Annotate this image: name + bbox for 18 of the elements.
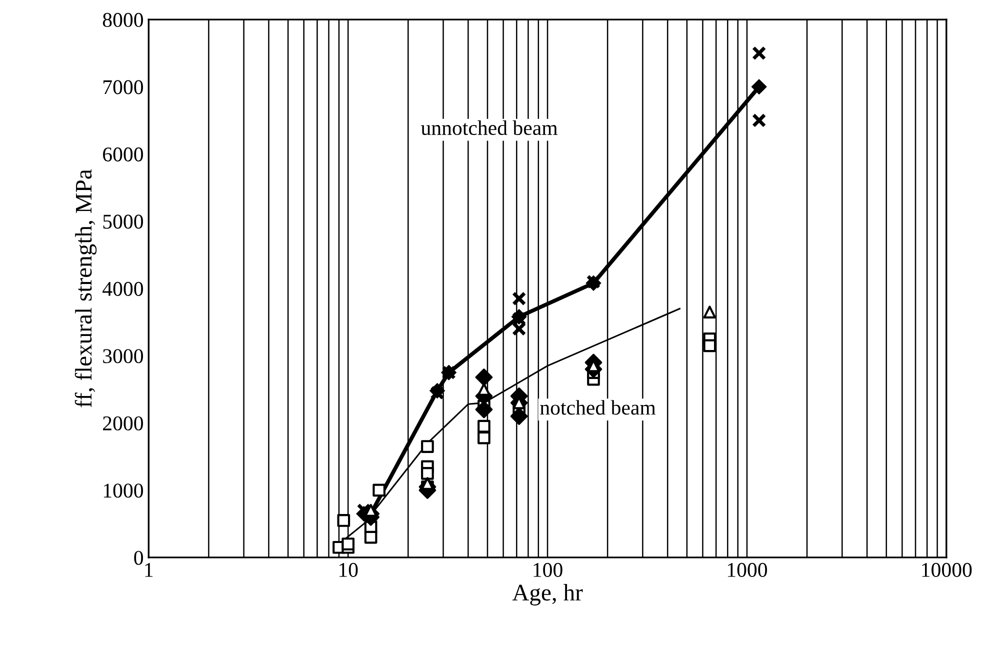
- y-tick-label: 7000: [103, 80, 143, 94]
- x-tick-label: 1000: [728, 562, 768, 577]
- annotation: unnotched beam: [421, 120, 558, 136]
- x-tick-label: 10: [340, 562, 358, 577]
- y-tick-label: 3000: [103, 349, 143, 364]
- y-tick-label: 5000: [103, 214, 143, 229]
- y-tick-label: 0: [134, 550, 143, 565]
- y-axis-title: ff, flexural strength, MPa: [74, 169, 97, 408]
- x-axis-title: Age, hr: [512, 584, 583, 606]
- annotation: notched beam: [540, 400, 656, 415]
- x-tick-label: 10000: [922, 562, 972, 577]
- y-tick-label: 1000: [104, 484, 143, 498]
- y-tick-label: 4000: [102, 282, 143, 296]
- y-tick-label: 8000: [102, 12, 143, 27]
- x-tick-label: 100: [534, 562, 562, 577]
- x-tick-label: 1: [145, 563, 153, 577]
- y-tick-label: 2000: [103, 416, 143, 430]
- y-tick-label: 6000: [103, 147, 143, 162]
